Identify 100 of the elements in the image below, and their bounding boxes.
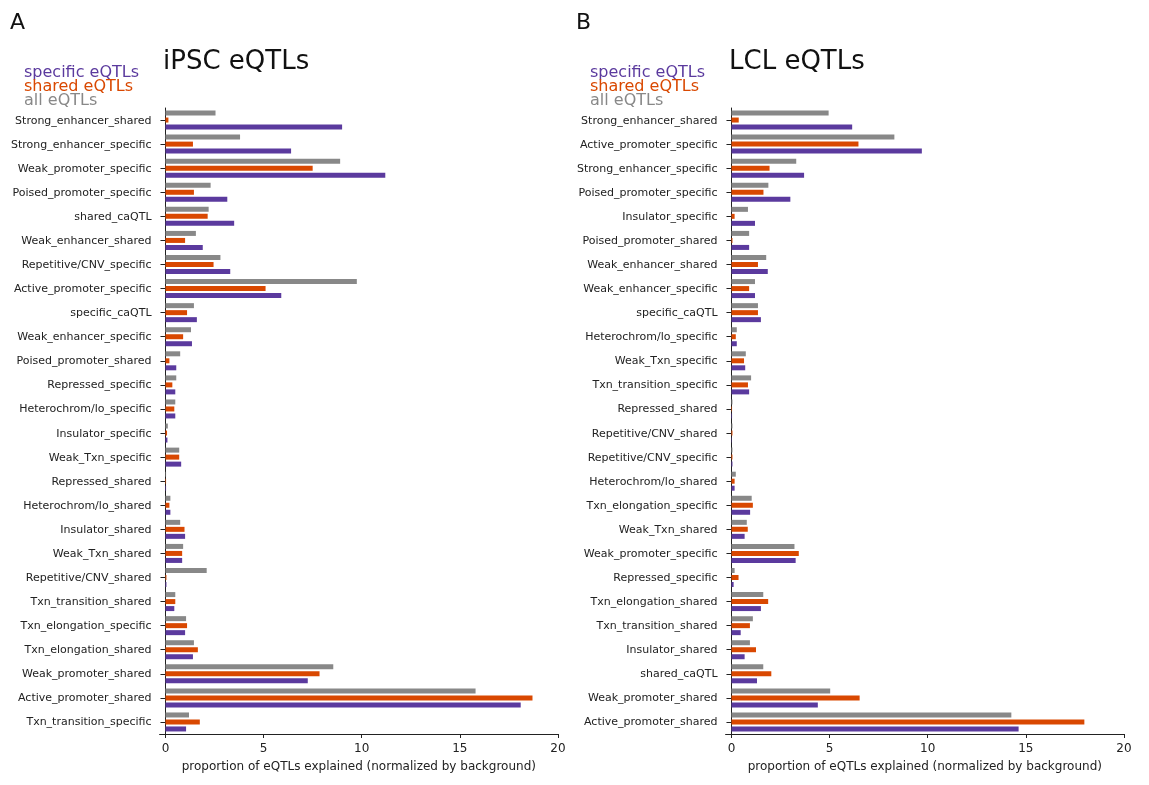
bar: [165, 317, 197, 323]
bar: [165, 640, 194, 646]
bar: [731, 206, 748, 212]
bar: [731, 678, 757, 684]
y-tick-label: shared_caQTL: [74, 209, 153, 223]
bar: [731, 557, 796, 563]
x-tick-label: 10: [920, 741, 936, 755]
bar: [165, 678, 308, 684]
bar: [165, 630, 186, 636]
x-tick-label: 5: [259, 741, 268, 755]
bar: [165, 399, 176, 405]
y-tick-label: Heterochrom/lo_specific: [585, 330, 718, 344]
bar: [165, 279, 357, 285]
bar: [165, 447, 180, 453]
bar: [731, 630, 741, 636]
bar: [165, 341, 192, 347]
y-tick-label: Strong_enhancer_shared: [581, 113, 718, 127]
y-tick-label: Poised_promoter_shared: [582, 233, 718, 247]
bar: [165, 654, 193, 660]
bar: [731, 230, 750, 236]
bar: [165, 293, 282, 299]
bar: [731, 575, 739, 580]
bar: [165, 262, 214, 267]
bar: [165, 189, 194, 195]
chart-title: iPSC eQTLs: [163, 45, 310, 75]
x-axis-title: proportion of eQTLs explained (normalized by background): [747, 759, 1102, 773]
bar: [731, 124, 853, 130]
bar: [731, 189, 764, 195]
y-tick-label: Active_promoter_specific: [13, 282, 152, 296]
bar: [731, 485, 735, 491]
bar: [165, 702, 521, 708]
x-tick-label: 20: [550, 741, 566, 755]
bar: [731, 213, 735, 219]
bar: [731, 327, 737, 333]
x-tick-label: 5: [825, 741, 834, 755]
bar: [731, 533, 745, 539]
bar: [731, 471, 736, 477]
bar: [731, 148, 922, 154]
y-tick-label: Poised_promoter_specific: [578, 185, 718, 199]
bar: [165, 230, 196, 236]
bar: [731, 726, 1019, 732]
y-tick-label: Poised_promoter_specific: [12, 185, 152, 199]
bar: [165, 303, 194, 309]
bar: [731, 671, 772, 677]
bar: [165, 509, 171, 515]
bar: [731, 158, 797, 164]
bar: [165, 327, 191, 333]
bar: [165, 117, 169, 123]
y-tick-label: specific_caQTL: [70, 306, 153, 320]
bar: [165, 688, 476, 694]
y-tick-label: Weak_Txn_specific: [48, 450, 152, 464]
bar: [731, 702, 818, 708]
y-tick-label: Repressed_specific: [613, 571, 718, 584]
bar: [731, 543, 795, 549]
bar: [731, 568, 735, 573]
bar: [731, 606, 761, 612]
bar: [165, 533, 186, 539]
bar: [731, 262, 758, 267]
bar: [731, 244, 750, 250]
y-tick-label: Weak_enhancer_specific: [17, 330, 152, 344]
bar: [165, 664, 334, 670]
y-tick-label: Weak_enhancer_shared: [587, 258, 718, 271]
bar: [731, 255, 767, 260]
bar: [731, 647, 756, 653]
bar: [731, 365, 746, 371]
y-tick-label: Weak_enhancer_shared: [21, 233, 152, 247]
y-tick-label: Repetitive/CNV_specific: [587, 450, 718, 464]
bar: [731, 616, 753, 622]
bar: [731, 317, 761, 323]
y-tick-label: Repetitive/CNV_shared: [591, 426, 718, 440]
bar: [731, 599, 769, 605]
bar: [165, 237, 186, 243]
y-tick-label: Active_promoter_shared: [18, 691, 152, 705]
y-tick-label: Weak_promoter_shared: [21, 667, 152, 681]
bar: [731, 220, 756, 226]
bar: [165, 158, 341, 164]
bar: [731, 654, 745, 660]
bar: [165, 519, 181, 525]
y-tick-label: Repetitive/CNV_specific: [21, 258, 152, 271]
y-tick-label: shared_caQTL: [640, 667, 719, 681]
x-tick-label: 0: [727, 741, 736, 755]
bar: [165, 365, 177, 371]
x-tick-label: 15: [452, 741, 468, 755]
bar: [165, 726, 187, 732]
bar: [165, 141, 193, 147]
bar: [731, 134, 895, 140]
bar: [165, 310, 188, 316]
bar: [731, 279, 756, 285]
bar: [165, 568, 207, 573]
x-tick-label: 20: [1116, 741, 1132, 755]
x-tick-label: 15: [1018, 741, 1034, 755]
bar: [731, 712, 1012, 718]
y-tick-label: Txn_elongation_specific: [19, 619, 152, 633]
bar: [165, 671, 320, 677]
bar: [165, 134, 241, 140]
y-tick-label: Repressed_shared: [617, 402, 718, 416]
bar: [731, 165, 770, 171]
bar: [731, 688, 831, 694]
y-tick-label: specific_caQTL: [636, 306, 719, 320]
bar: [731, 382, 748, 388]
